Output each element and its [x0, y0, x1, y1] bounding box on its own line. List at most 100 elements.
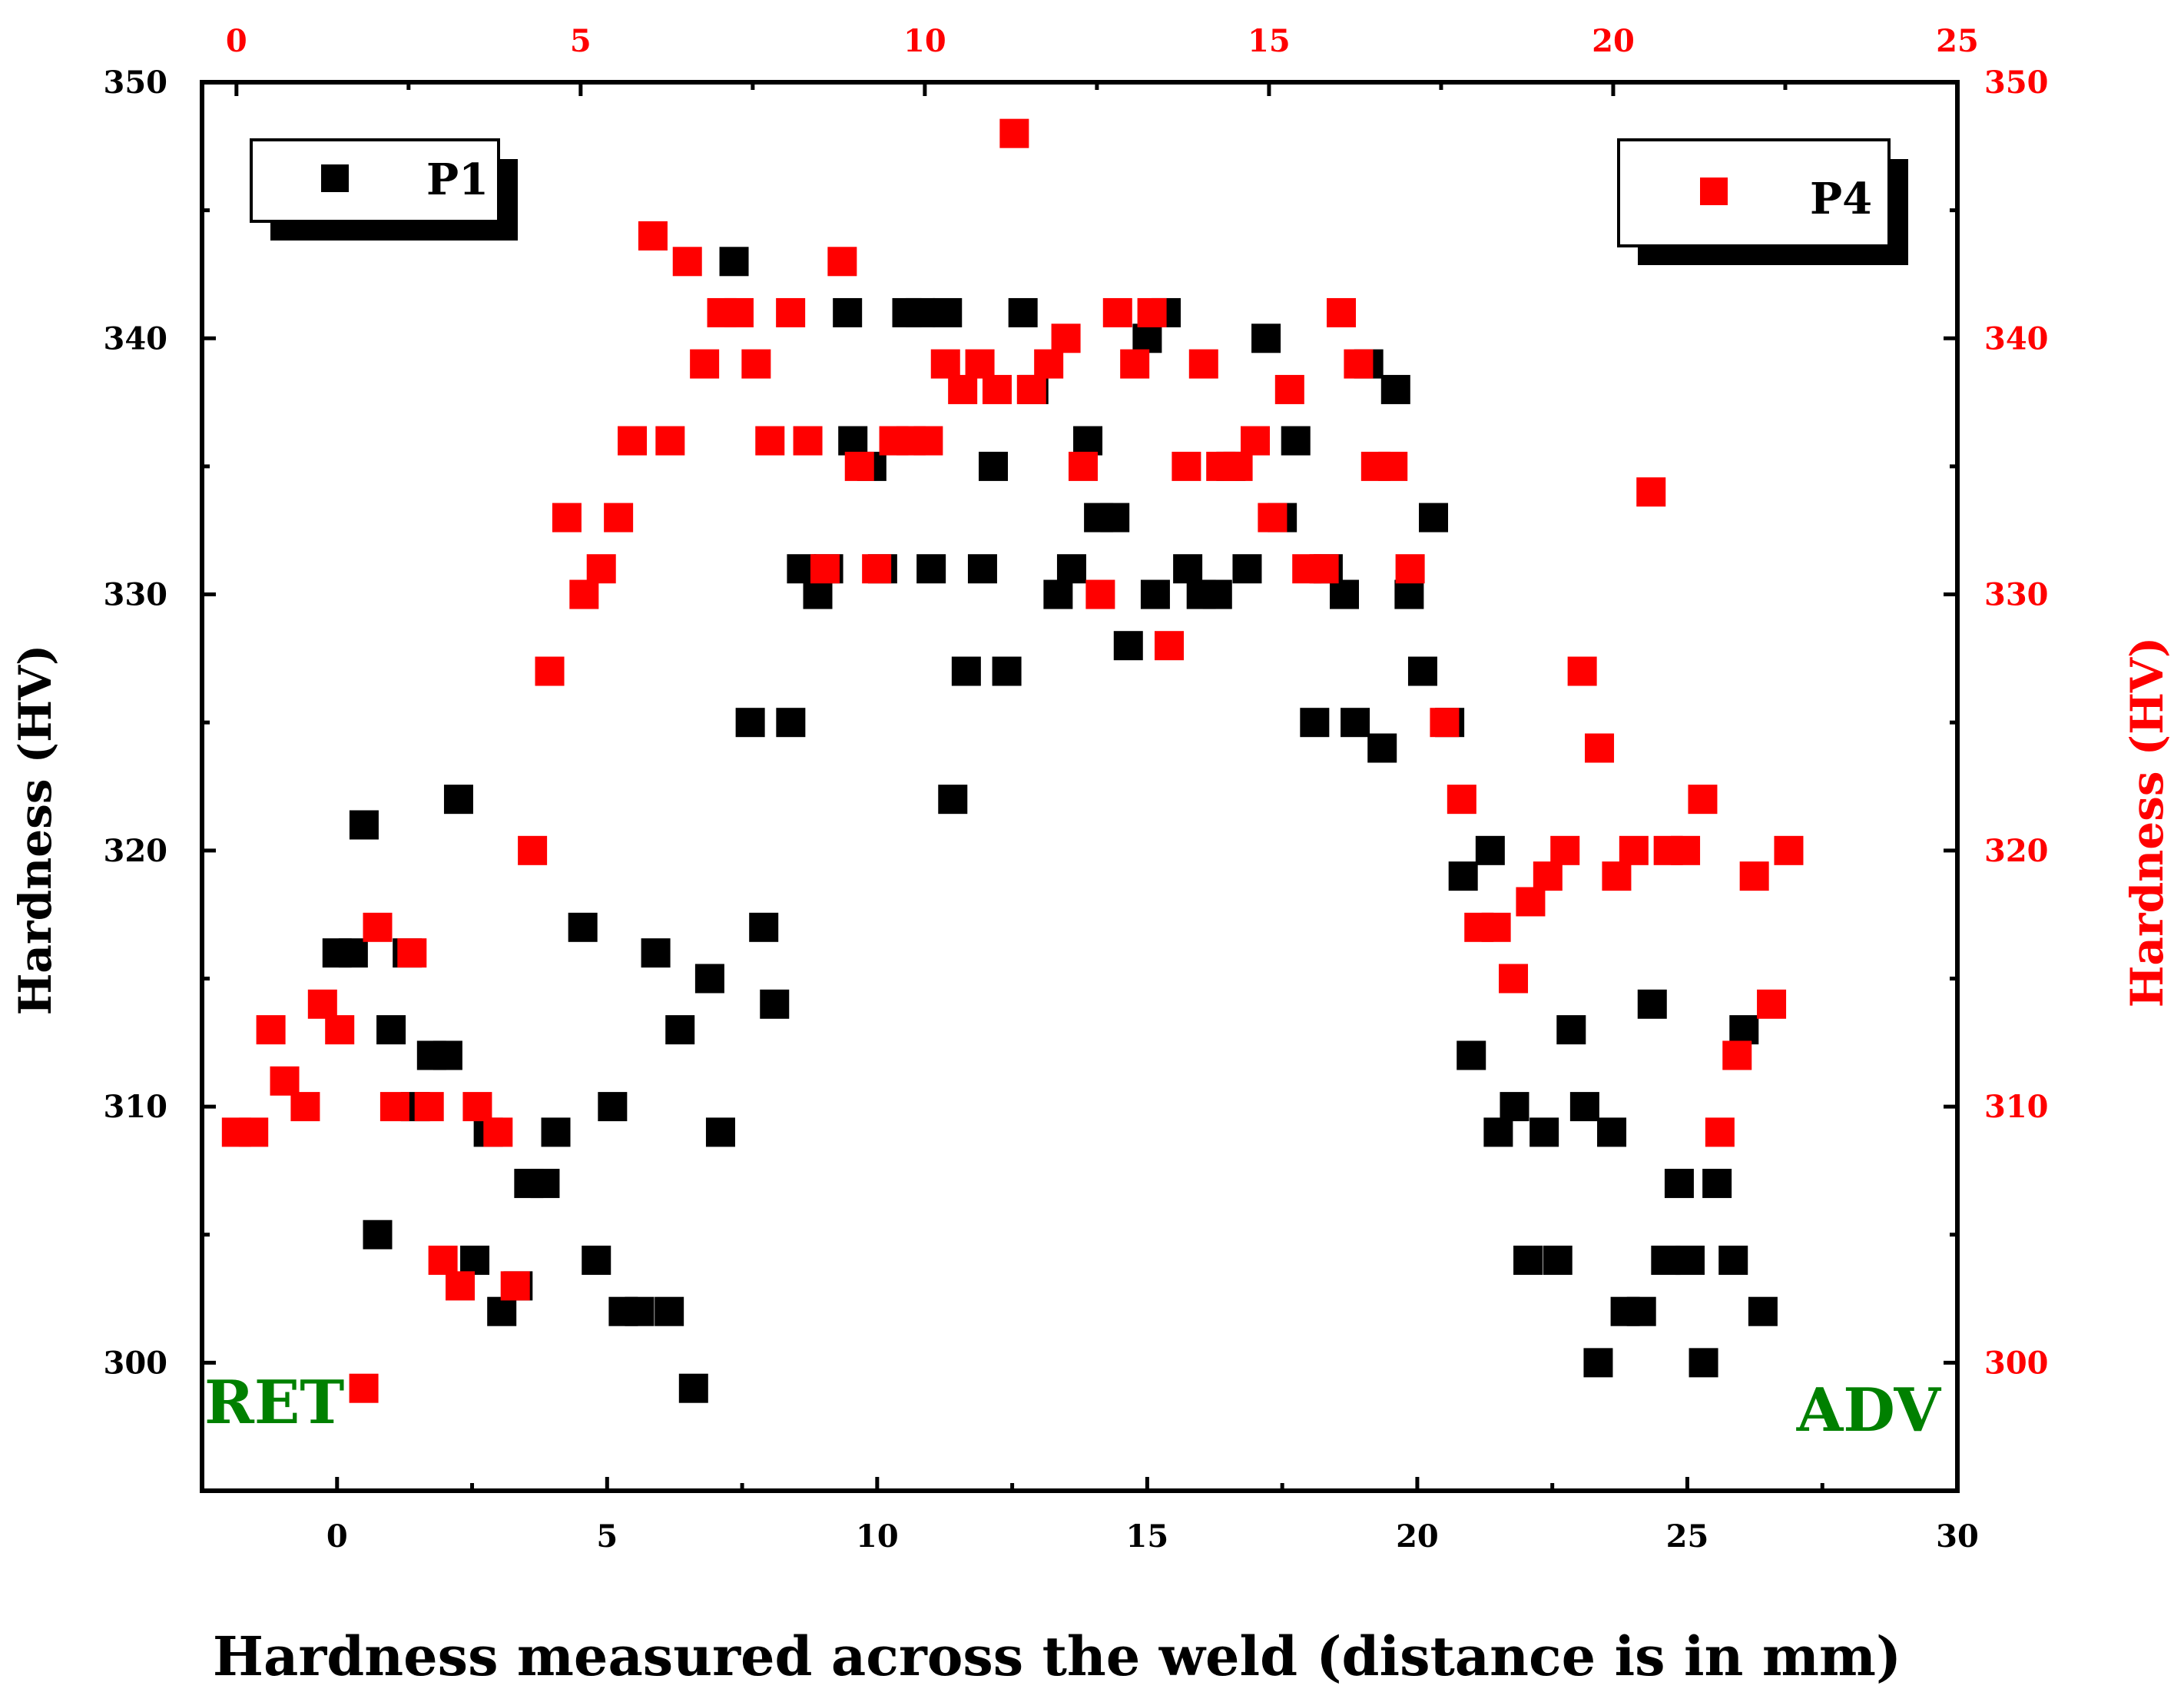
legend-p1-label: P1 — [426, 154, 489, 205]
data-point-p4 — [1223, 451, 1253, 481]
data-point-p1 — [530, 1169, 560, 1199]
legend-p4-marker — [1700, 178, 1728, 205]
data-point-p1 — [979, 451, 1009, 481]
y-right-tick-label: 350 — [1984, 65, 2049, 101]
data-point-p1 — [1626, 1296, 1656, 1326]
data-point-p4 — [1619, 835, 1649, 865]
x-bottom-tick-label: 10 — [856, 1518, 899, 1555]
data-point-p1 — [1132, 324, 1162, 353]
data-point-p4 — [1739, 861, 1769, 891]
points-layer — [221, 118, 1804, 1403]
data-point-p4 — [1344, 349, 1374, 379]
adv-annotation: ADV — [1796, 1375, 1942, 1445]
data-point-p4 — [1774, 835, 1804, 865]
data-point-p4 — [1378, 451, 1408, 481]
data-point-p4 — [1757, 989, 1787, 1019]
data-point-p1 — [443, 785, 473, 815]
data-point-p4 — [741, 349, 771, 379]
data-point-p1 — [1664, 1169, 1694, 1199]
data-point-p4 — [349, 1373, 379, 1403]
x-bottom-tick-label: 15 — [1126, 1518, 1169, 1555]
data-point-p4 — [1188, 349, 1218, 379]
labels-layer: Hardness measured across the weld (dista… — [9, 637, 2173, 1688]
legend-p1: P1 — [250, 138, 518, 241]
data-point-p1 — [1173, 554, 1203, 584]
x-bottom-tick-label: 0 — [326, 1518, 348, 1555]
data-point-p4 — [379, 1092, 409, 1122]
data-point-p1 — [705, 1117, 735, 1147]
y-left-tick-label: 350 — [104, 65, 168, 101]
y-right-tick-label: 340 — [1984, 320, 2049, 357]
data-point-p4 — [1120, 349, 1150, 379]
data-point-p4 — [604, 503, 634, 533]
y-left-tick-label: 310 — [104, 1089, 168, 1125]
y-right-tick-label: 320 — [1984, 833, 2049, 869]
y-axis-title-right: Hardness (HV) — [2121, 637, 2173, 1008]
data-point-p1 — [1718, 1246, 1748, 1276]
data-point-p1 — [1341, 708, 1370, 738]
data-point-p4 — [483, 1117, 513, 1147]
data-point-p1 — [776, 708, 806, 738]
data-point-p4 — [270, 1066, 300, 1096]
data-point-p1 — [568, 912, 598, 942]
x-top-tick-label: 25 — [1936, 23, 1979, 59]
data-point-p4 — [569, 579, 599, 609]
data-point-p1 — [1583, 1348, 1613, 1378]
data-point-p4 — [1102, 297, 1132, 327]
data-point-p1 — [1569, 1092, 1599, 1122]
data-point-p4 — [1309, 554, 1339, 584]
data-point-p4 — [1671, 835, 1701, 865]
data-point-p4 — [552, 503, 582, 533]
y-left-tick-label: 300 — [104, 1345, 168, 1381]
data-point-p1 — [1702, 1169, 1732, 1199]
data-point-p1 — [933, 297, 963, 327]
x-top-tick-label: 5 — [570, 23, 592, 59]
data-point-p4 — [999, 118, 1029, 148]
data-point-p1 — [376, 1015, 406, 1045]
data-point-p4 — [618, 426, 648, 456]
data-point-p4 — [655, 426, 685, 456]
data-point-p1 — [541, 1117, 571, 1147]
axes-layer: 0 5 10 15 20 25 300 5 10 15 20 25300310320330340350… — [104, 23, 2049, 1555]
y-axis-title-left: Hardness (HV) — [9, 645, 61, 1016]
data-point-p4 — [397, 938, 427, 968]
data-point-p1 — [349, 810, 379, 840]
data-point-p1 — [363, 1219, 393, 1249]
data-point-p1 — [1232, 554, 1262, 584]
y-right-tick-label: 330 — [1984, 577, 2049, 613]
data-point-p4 — [1327, 297, 1357, 327]
data-point-p1 — [749, 912, 779, 942]
data-point-p1 — [1056, 554, 1086, 584]
y-left-tick-label: 320 — [104, 833, 168, 869]
data-point-p4 — [1499, 964, 1529, 994]
data-point-p1 — [1251, 324, 1281, 353]
data-point-p4 — [1085, 579, 1115, 609]
data-point-p4 — [1516, 887, 1546, 917]
data-point-p1 — [833, 297, 863, 327]
data-point-p1 — [1689, 1348, 1718, 1378]
data-point-p4 — [1051, 324, 1081, 353]
data-point-p1 — [906, 297, 936, 327]
data-point-p4 — [982, 374, 1012, 404]
data-point-p1 — [1407, 656, 1437, 686]
data-point-p4 — [913, 426, 943, 456]
data-point-p4 — [325, 1015, 355, 1045]
data-point-p1 — [665, 1015, 695, 1045]
data-point-p4 — [586, 554, 616, 584]
data-point-p1 — [641, 938, 671, 968]
data-point-p4 — [363, 912, 393, 942]
data-point-p1 — [1140, 579, 1170, 609]
data-point-p1 — [1367, 733, 1397, 763]
data-point-p4 — [307, 989, 337, 1019]
data-point-p4 — [1447, 785, 1476, 815]
data-point-p1 — [1100, 503, 1130, 533]
data-point-p4 — [1705, 1117, 1735, 1147]
data-point-p1 — [760, 989, 790, 1019]
data-point-p4 — [965, 349, 995, 379]
legend-p4-label: P4 — [1810, 174, 1872, 224]
data-point-p1 — [1008, 297, 1038, 327]
data-point-p4 — [672, 247, 702, 277]
data-point-p1 — [916, 554, 946, 584]
data-point-p4 — [1154, 631, 1184, 661]
